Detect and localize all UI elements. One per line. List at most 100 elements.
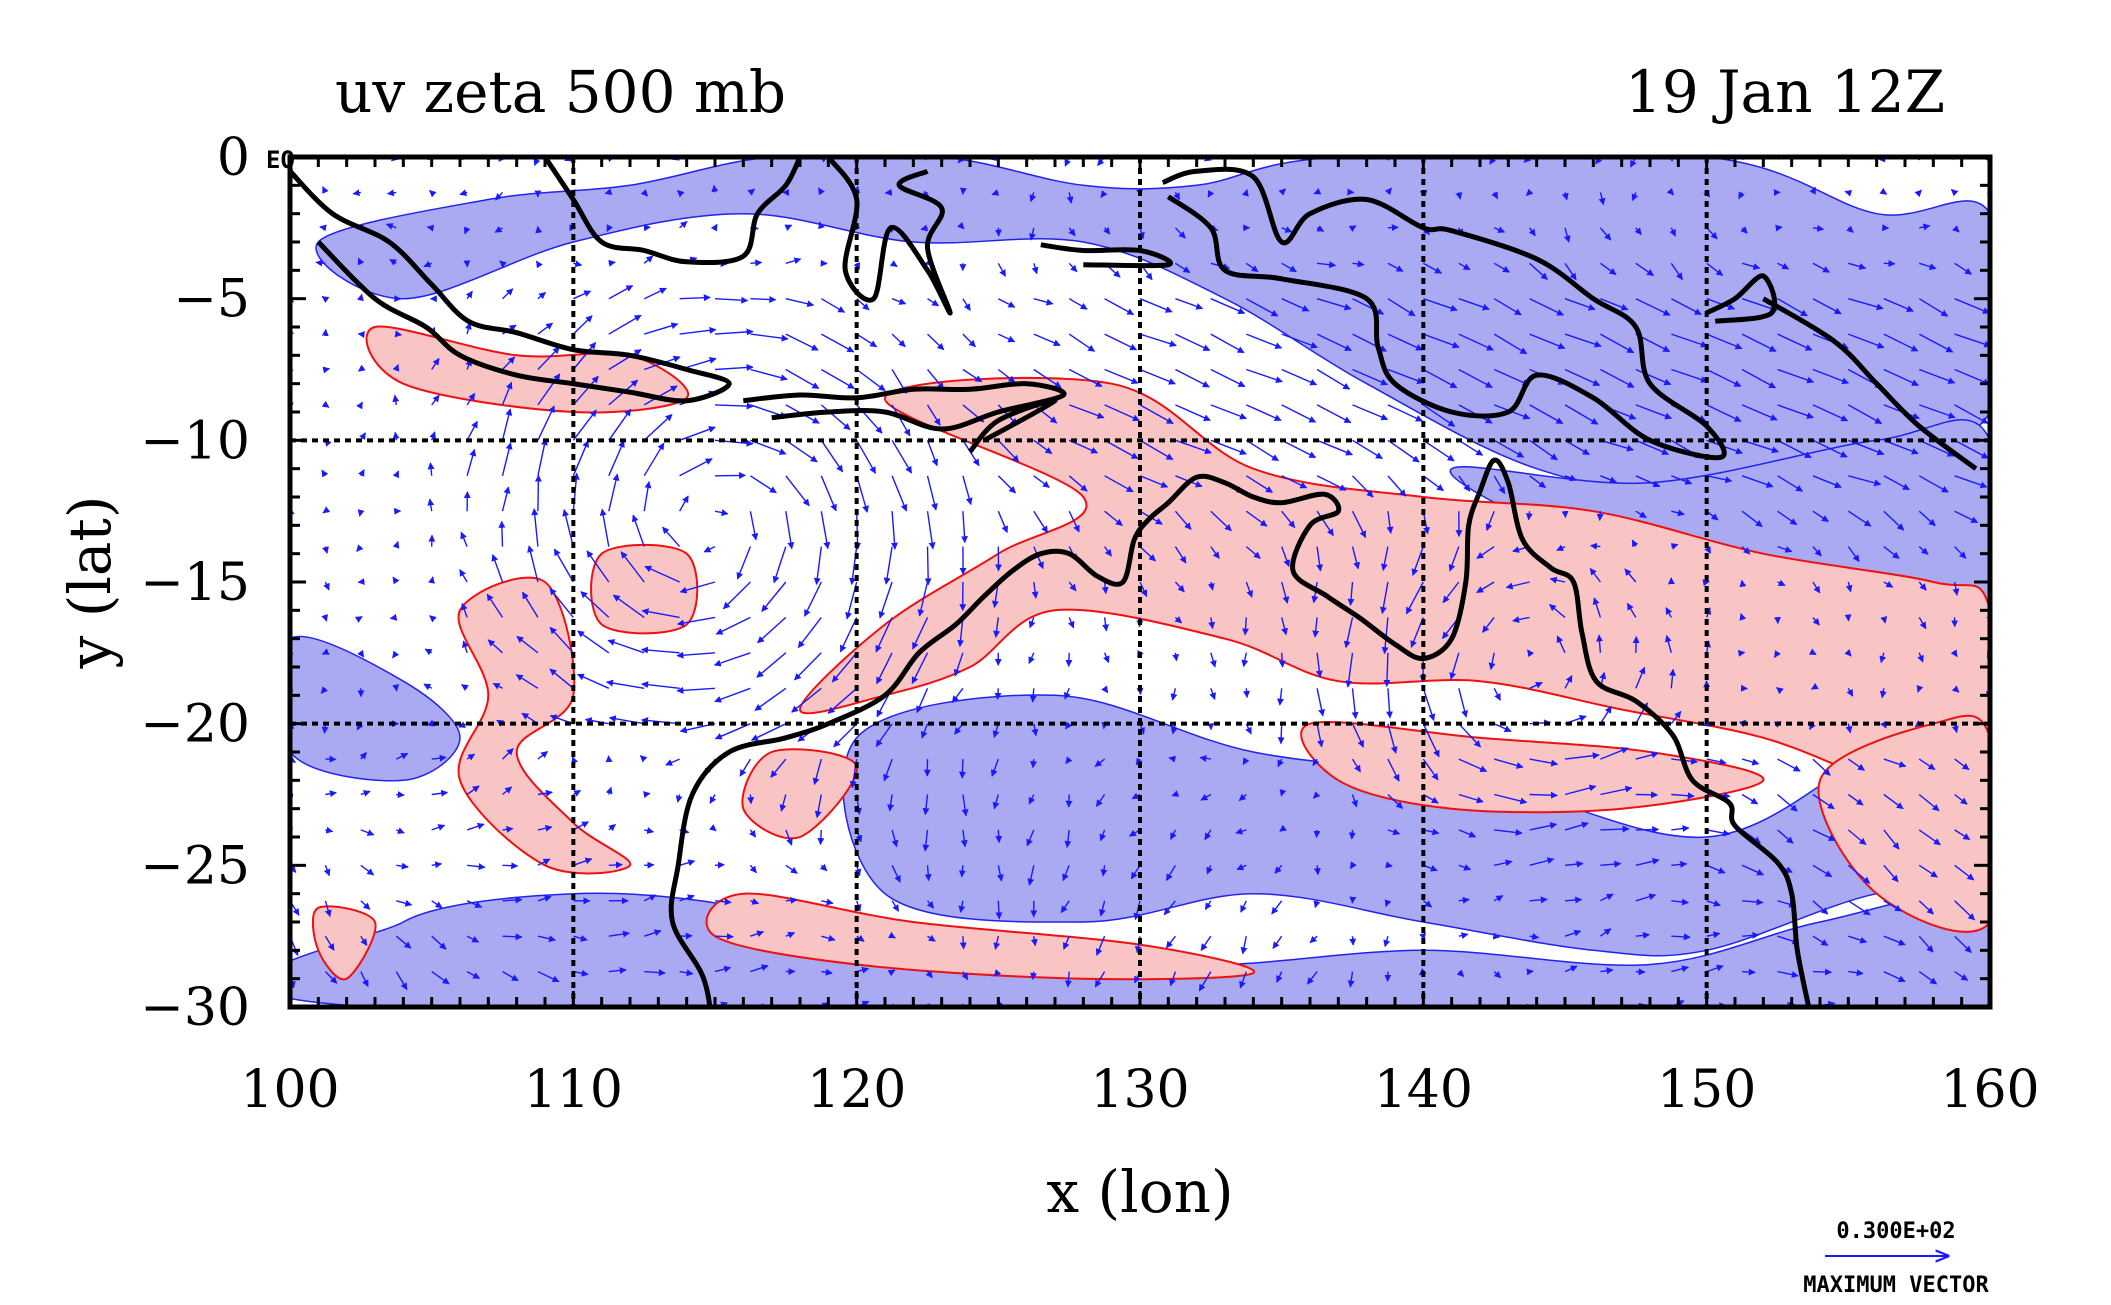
- wind-vector: [1706, 404, 1742, 422]
- wind-vector: [356, 401, 364, 410]
- wind-vector: [1200, 793, 1212, 801]
- wind-vector: [1068, 333, 1096, 352]
- wind-vector: [1809, 186, 1817, 195]
- wind-vector: [1918, 475, 1949, 493]
- wind-vector: [1848, 262, 1867, 270]
- wind-vector: [1210, 510, 1232, 532]
- wind-vector: [1104, 439, 1139, 460]
- wind-vector: [321, 648, 330, 655]
- wind-vector: [1564, 439, 1590, 456]
- wind-vector: [1104, 404, 1140, 422]
- wind-vector: [1529, 439, 1558, 461]
- wind-vector: [676, 189, 685, 198]
- wind-vector: [357, 257, 365, 266]
- wind-vector: [1458, 864, 1472, 871]
- wind-vector: [571, 756, 579, 765]
- wind-vector: [791, 687, 822, 713]
- wind-vector: [1067, 617, 1075, 629]
- wind-vector: [1240, 936, 1248, 955]
- wind-vector: [1139, 298, 1173, 313]
- wind-vector: [1845, 723, 1853, 734]
- wind-vector: [1423, 333, 1460, 349]
- wind-vector: [927, 298, 940, 307]
- wind-vector: [1246, 368, 1283, 383]
- wind-vector: [428, 576, 435, 584]
- wind-vector: [1564, 333, 1602, 348]
- wind-vector: [1276, 971, 1283, 983]
- wind-vector: [951, 687, 964, 703]
- wind-vector: [1493, 723, 1512, 733]
- wind-vector: [750, 964, 769, 973]
- wind-vector: [1706, 333, 1743, 350]
- x-tick-label: 100: [240, 1060, 339, 1120]
- wind-vector: [1027, 865, 1035, 886]
- wind-vector: [321, 295, 330, 303]
- wind-vector: [1635, 666, 1646, 689]
- wind-vector: [502, 896, 523, 904]
- wind-vector: [750, 439, 787, 455]
- wind-vector: [1812, 793, 1835, 810]
- wind-vector: [1031, 581, 1039, 599]
- wind-vector: [643, 894, 657, 902]
- wind-vector: [357, 364, 366, 372]
- wind-vector: [1422, 475, 1444, 492]
- wind-vector: [1349, 936, 1357, 946]
- wind-vector: [714, 296, 749, 304]
- wind-vector: [1635, 857, 1660, 866]
- wind-vector: [710, 223, 718, 232]
- wind-vector: [1664, 634, 1672, 653]
- wind-vector: [997, 439, 1020, 463]
- wind-vector: [1671, 933, 1691, 941]
- wind-vector: [1423, 828, 1440, 836]
- wind-vector: [817, 187, 825, 196]
- wind-vector: [772, 546, 787, 584]
- wind-vector: [392, 363, 400, 372]
- wind-vector: [1210, 1006, 1211, 1007]
- wind-vector: [1387, 723, 1398, 754]
- wind-vector: [1512, 616, 1530, 623]
- wind-vector: [1670, 298, 1702, 316]
- wind-vector: [995, 829, 1003, 843]
- wind-vector: [1954, 829, 1971, 841]
- wind-vector: [1812, 581, 1821, 594]
- wind-vector: [1313, 187, 1322, 195]
- wind-vector: [356, 293, 364, 302]
- wind-vector: [502, 862, 519, 870]
- wind-vector: [922, 794, 930, 816]
- wind-vector: [352, 189, 361, 197]
- wind-vector: [1847, 900, 1871, 916]
- wind-vector: [1384, 899, 1392, 908]
- wind-vector: [385, 223, 397, 230]
- wind-vector: [1989, 298, 1990, 300]
- wind-vector: [1095, 935, 1106, 956]
- wind-vector: [820, 333, 855, 353]
- wind-vector: [360, 829, 375, 836]
- wind-vector: [714, 364, 754, 371]
- wind-vector: [960, 829, 968, 848]
- wind-vector: [1313, 865, 1321, 876]
- wind-vector: [993, 617, 1001, 638]
- wind-vector: [1600, 860, 1622, 868]
- wind-vector: [1741, 298, 1778, 312]
- wind-vector: [1989, 369, 1990, 371]
- wind-vector: [573, 290, 592, 300]
- wind-vector: [958, 865, 966, 878]
- wind-vector: [1812, 262, 1831, 273]
- x-tick-label: 110: [524, 1060, 623, 1120]
- wind-vector: [996, 865, 1004, 882]
- wind-vector: [1918, 546, 1929, 555]
- wind-vector: [1918, 439, 1955, 457]
- wind-vector: [1564, 896, 1583, 904]
- wind-vector: [1168, 755, 1176, 763]
- wind-vector: [608, 440, 625, 477]
- wind-vector: [891, 404, 911, 437]
- wind-vector: [916, 688, 929, 714]
- wind-vector: [1281, 439, 1317, 459]
- wind-vector: [1561, 510, 1569, 519]
- wind-vector: [466, 392, 476, 406]
- wind-vector: [1812, 900, 1829, 915]
- wind-vector: [1242, 617, 1250, 636]
- wind-vector: [531, 508, 539, 547]
- wind-vector: [1130, 864, 1141, 880]
- wind-vector: [891, 511, 899, 550]
